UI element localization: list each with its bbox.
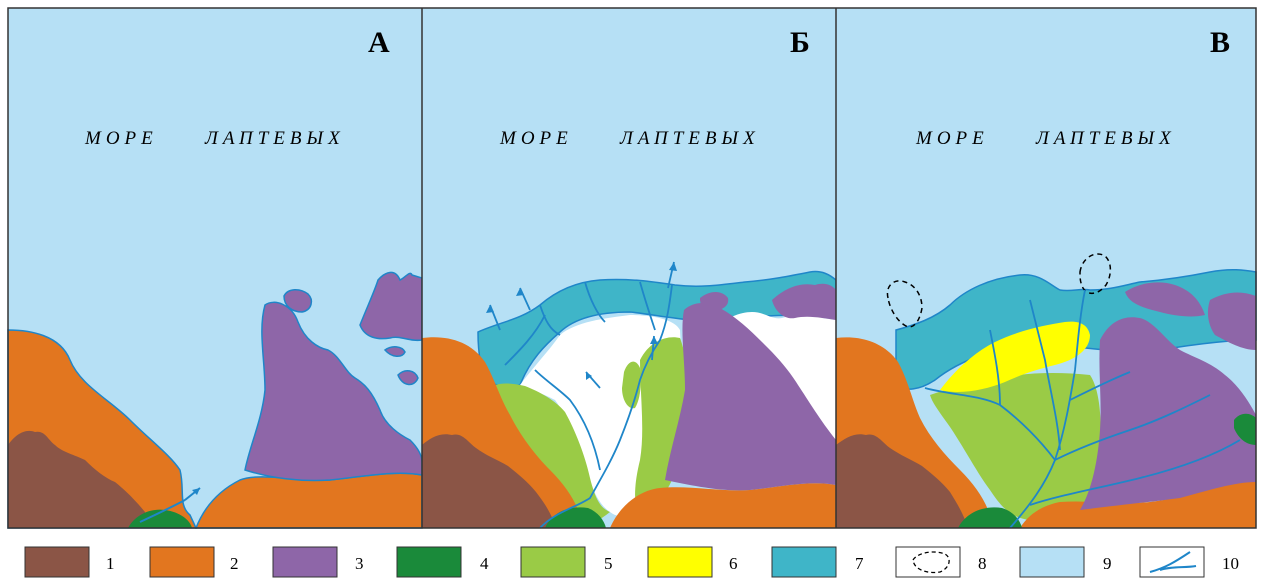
panel-a-dark-green	[128, 509, 192, 528]
panel-v-dark-green-bottom	[958, 507, 1022, 528]
legend-item-2: 2	[149, 546, 239, 578]
panel-a-letter: А	[368, 26, 390, 59]
legend-number-6: 6	[729, 554, 738, 573]
legend-swatch-dark-green	[396, 546, 462, 578]
panel-a-purple-islet	[283, 289, 313, 313]
legend-number-1: 1	[106, 554, 115, 573]
panel-b-rivers	[504, 281, 673, 529]
legend-swatch-brown	[24, 546, 90, 578]
legend-item-1: 1	[24, 546, 115, 578]
panel-v-dark-green-right	[1234, 413, 1256, 445]
legend-item-8: 8	[895, 546, 987, 578]
legend-swatch-river-frame	[1139, 546, 1205, 578]
legend-swatch-dashed-frame	[895, 546, 961, 578]
panel-a-arrow-head	[192, 488, 200, 495]
panel-b-sea-label-word1: МОРЕ	[499, 128, 573, 149]
legend-number-3: 3	[355, 554, 364, 573]
panel-v-sea-label-word1: МОРЕ	[915, 128, 989, 149]
panel-b-purple-top	[772, 283, 836, 320]
panel-v-purple-right	[1207, 292, 1256, 350]
panel-a-purple-islet-3	[397, 370, 419, 386]
panel-v-purple-main	[1080, 317, 1256, 510]
legend-swatch-yellow	[647, 546, 713, 578]
panel-v-rivers	[924, 289, 1241, 529]
panel-v: В МОРЕ ЛАПТЕВЫХ	[836, 8, 1257, 529]
legend-item-10: 10	[1139, 546, 1239, 578]
panel-b-purple-islet	[700, 292, 729, 311]
figure-frame	[7, 7, 1257, 529]
legend-swatch-purple	[272, 546, 338, 578]
legend-item-6: 6	[647, 546, 738, 578]
panel-v-brown	[836, 434, 968, 528]
legend-number-9: 9	[1103, 554, 1112, 573]
panel-a-purple-islet-2	[383, 346, 406, 357]
panel-a-sea-label-word1: МОРЕ	[84, 128, 158, 149]
panel-a-river	[139, 499, 186, 523]
panel-v-green	[930, 373, 1101, 521]
panel-a-brown	[8, 430, 150, 528]
panel-b-sea-label-word2: ЛАПТЕВЫХ	[619, 128, 760, 149]
panel-b-green-left	[495, 383, 610, 528]
legend-item-3: 3	[272, 546, 364, 578]
legend-number-5: 5	[604, 554, 613, 573]
dashed-contour-icon	[912, 551, 950, 574]
panel-a-purple-main	[244, 301, 423, 482]
legend-number-7: 7	[855, 554, 864, 573]
legend-item-4: 4	[396, 546, 489, 578]
panel-b-letter: Б	[790, 26, 810, 59]
panel-b-purple-main	[665, 303, 836, 491]
legend-swatch-light-green	[520, 546, 586, 578]
panel-v-dashed-contour-left	[886, 280, 923, 328]
panel-a-purple-top	[359, 271, 423, 342]
panel-a-sea-label-word2: ЛАПТЕВЫХ	[204, 128, 345, 149]
panel-a: А МОРЕ ЛАПТЕВЫХ	[7, 8, 423, 529]
legend-swatch-light-blue	[1019, 546, 1085, 578]
panel-b-orange-right	[610, 483, 836, 528]
legend-number-2: 2	[230, 554, 239, 573]
panel-v-sea-label-word2: ЛАПТЕВЫХ	[1035, 128, 1176, 149]
legend-item-5: 5	[520, 546, 613, 578]
legend-number-4: 4	[480, 554, 489, 573]
panel-b-arrowheads	[486, 262, 677, 380]
panel-v-dashed-contour-right	[1079, 253, 1112, 294]
legend: 1 2 3 4 5 6 7 8	[24, 546, 1239, 578]
panel-v-yellow	[940, 321, 1090, 393]
panel-v-purple-top	[1125, 282, 1205, 317]
river-branch-icon	[1159, 565, 1197, 571]
legend-item-9: 9	[1019, 546, 1112, 578]
river-line-icon	[1149, 551, 1191, 573]
panel-b-brown	[422, 434, 556, 528]
legend-swatch-orange	[149, 546, 215, 578]
legend-swatch-teal	[771, 546, 837, 578]
panel-b: Б МОРЕ ЛАПТЕВЫХ	[422, 8, 837, 529]
legend-number-10: 10	[1222, 554, 1239, 573]
legend-item-7: 7	[771, 546, 864, 578]
legend-number-8: 8	[978, 554, 987, 573]
panel-v-letter: В	[1210, 26, 1230, 59]
panel-v-orange-right	[1020, 479, 1256, 528]
